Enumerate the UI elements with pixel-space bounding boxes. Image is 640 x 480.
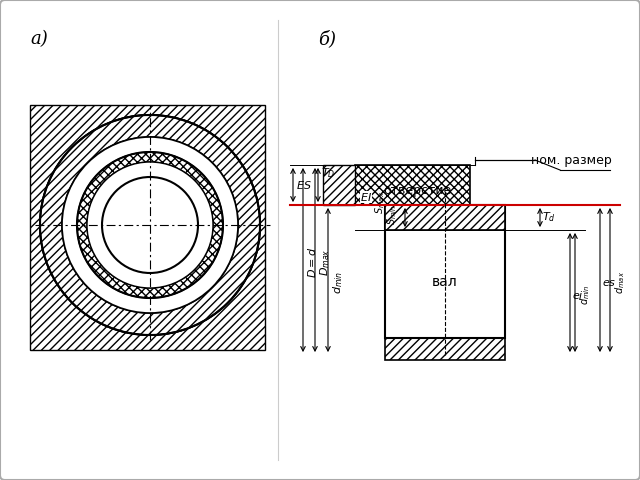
Text: $T_D$: $T_D$ xyxy=(321,166,335,180)
Text: $D_{max}$: $D_{max}$ xyxy=(318,249,332,276)
PathPatch shape xyxy=(77,152,223,298)
Text: $es$: $es$ xyxy=(602,277,616,288)
Text: $ei$: $ei$ xyxy=(572,289,584,301)
Bar xyxy=(385,338,505,360)
Bar xyxy=(385,205,505,230)
Text: $D=d$: $D=d$ xyxy=(306,247,318,278)
Text: $S_{max}$: $S_{max}$ xyxy=(373,191,387,214)
Polygon shape xyxy=(62,137,238,313)
Bar xyxy=(30,105,265,350)
Text: вал: вал xyxy=(432,276,458,289)
Text: $EI$: $EI$ xyxy=(360,191,372,203)
Bar xyxy=(355,165,470,205)
Text: б): б) xyxy=(318,30,336,48)
Bar xyxy=(385,205,505,338)
Text: $S_{min}$: $S_{min}$ xyxy=(385,204,399,225)
PathPatch shape xyxy=(40,115,260,335)
Text: а): а) xyxy=(30,30,48,48)
Text: $ES$: $ES$ xyxy=(296,179,312,191)
Text: $T_d$: $T_d$ xyxy=(542,211,556,225)
Polygon shape xyxy=(87,162,213,288)
Text: $d_{max}$: $d_{max}$ xyxy=(613,271,627,294)
Text: $d_{min}$: $d_{min}$ xyxy=(331,271,345,294)
Polygon shape xyxy=(40,115,260,335)
Text: ном. размер: ном. размер xyxy=(531,154,612,167)
Text: отверстие: отверстие xyxy=(383,184,451,197)
Bar xyxy=(323,165,355,205)
Text: $d_{min}$: $d_{min}$ xyxy=(578,285,592,305)
